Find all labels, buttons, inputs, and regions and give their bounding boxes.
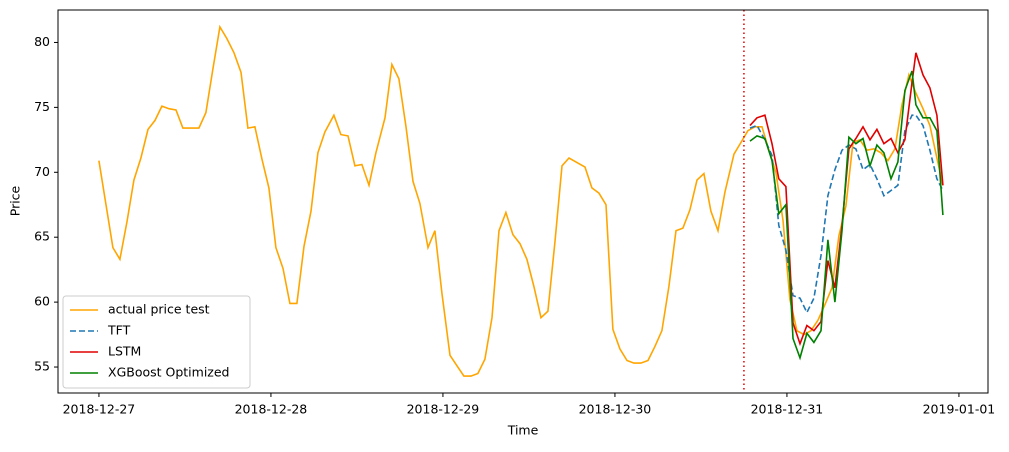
- y-tick-label: 75: [34, 99, 50, 114]
- x-tick-label: 2018-12-28: [235, 402, 308, 417]
- legend-label: XGBoost Optimized: [108, 365, 230, 380]
- series-line: [749, 52, 944, 347]
- y-tick-label: 60: [34, 294, 50, 309]
- y-tick-label: 80: [34, 34, 50, 49]
- y-tick-label: 65: [34, 229, 50, 244]
- series-line: [749, 70, 944, 361]
- x-tick-label: 2018-12-30: [579, 402, 652, 417]
- y-tick-label: 55: [34, 359, 50, 374]
- plot-frame: [57, 9, 989, 394]
- legend-box: [62, 295, 251, 389]
- legend-label: LSTM: [108, 344, 141, 359]
- x-tick-label: 2018-12-29: [407, 402, 480, 417]
- y-tick-label: 70: [34, 164, 50, 179]
- legend-label: actual price test: [108, 302, 210, 317]
- legend-label: TFT: [107, 323, 131, 338]
- x-tick-label: 2018-12-27: [63, 402, 136, 417]
- x-axis-label: Time: [507, 423, 539, 438]
- x-tick-label: 2018-12-31: [751, 402, 824, 417]
- x-tick-label: 2019-01-01: [923, 402, 996, 417]
- series-line: [98, 24, 944, 377]
- y-axis-label: Price: [8, 185, 23, 216]
